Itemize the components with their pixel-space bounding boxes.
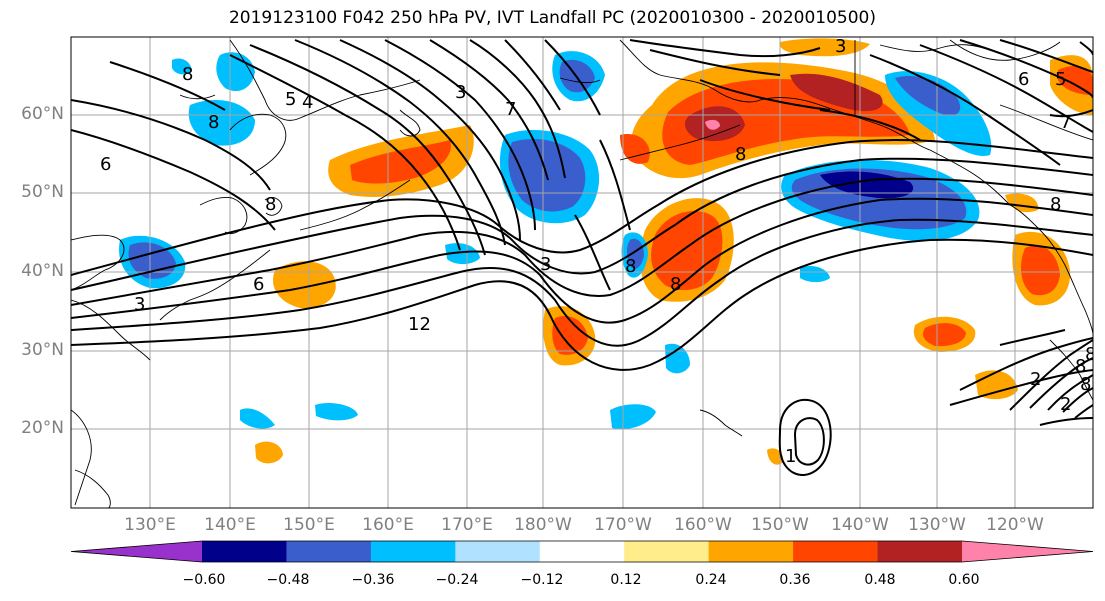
colorbar-extend-min [71, 541, 202, 562]
longitude-label-160w: 160°W [674, 515, 732, 535]
contour-label: 8 [1085, 344, 1096, 365]
colorbar-outline [70, 540, 1094, 563]
colorbar-tick-label: −0.24 [435, 572, 479, 588]
contour-label: 6 [253, 274, 264, 295]
contour-label: 2 [1030, 369, 1041, 390]
longitude-label-180w: 180°W [514, 515, 572, 535]
latitude-label-20: 20°N [21, 418, 64, 438]
contour-label: 5 [1055, 69, 1066, 90]
longitude-label-140w: 140°W [831, 515, 889, 535]
colorbar-swatch [286, 541, 372, 562]
colorbar-tick-label: −0.12 [520, 572, 564, 588]
contour-label: 8 [1080, 374, 1091, 395]
longitude-label-150w: 150°W [751, 515, 809, 535]
contour-lines [71, 39, 1093, 476]
colorbar-tick-label: 0.12 [610, 572, 642, 588]
coastlines [71, 39, 1093, 508]
contour-label: 3 [455, 82, 466, 103]
contour-label: 8 [208, 112, 219, 133]
colorbar-swatch [877, 541, 963, 562]
longitude-label-130e: 130°E [124, 515, 176, 535]
contour-label: 7 [1060, 112, 1071, 133]
contour-label: 8 [182, 64, 193, 85]
graticule [71, 37, 1093, 508]
contour-label: 3 [134, 294, 145, 315]
longitude-label-160e: 160°E [362, 515, 414, 535]
contour-label: 4 [302, 92, 313, 113]
contour-label: 7 [505, 99, 516, 120]
colorbar-swatch [708, 541, 794, 562]
colorbar-swatch [793, 541, 879, 562]
longitude-label-130w: 130°W [908, 515, 966, 535]
contour-label: 3 [540, 254, 551, 275]
plot-title: 2019123100 F042 250 hPa PV, IVT Landfall… [228, 8, 876, 28]
contour-label: 6 [1018, 69, 1029, 90]
contour-label: 8 [1050, 194, 1061, 215]
colorbar-tick-label: −0.60 [182, 572, 226, 588]
contour-label: 8 [735, 144, 746, 165]
longitude-label-120w: 120°W [986, 515, 1044, 535]
colorbar-tick-label: −0.48 [266, 572, 310, 588]
colorbar-extend-max [962, 541, 1093, 562]
longitude-label-150e: 150°E [283, 515, 335, 535]
map-border [70, 36, 1094, 509]
contour-label: 12 [408, 314, 431, 335]
colorbar-swatch [202, 541, 287, 562]
contour-label: 8 [265, 194, 276, 215]
colorbar-tick-label: −0.36 [351, 572, 395, 588]
colorbar-tick-label: 0.36 [779, 572, 811, 588]
colorbar-tick-label: 0.24 [695, 572, 727, 588]
latitude-label-40: 40°N [21, 261, 64, 281]
colorbar-swatch [539, 541, 625, 562]
contour-label-group: 8 8 5 4 3 7 6 6 5 7 8 8 6 8 8 3 12 3 8 3… [100, 36, 1096, 467]
contour-label: 8 [670, 274, 681, 295]
latitude-label-30: 30°N [21, 340, 64, 360]
longitude-label-140e: 140°E [204, 515, 256, 535]
latitude-label-50: 50°N [21, 182, 64, 202]
colorbar-tick-label: 0.60 [948, 572, 980, 588]
colorbar [70, 540, 1094, 563]
latitude-label-60: 60°N [21, 104, 64, 124]
contour-label: 3 [835, 36, 846, 57]
contour-label: 2 [1060, 394, 1071, 415]
longitude-label-170e: 170°E [441, 515, 493, 535]
contour-label: 8 [625, 256, 636, 277]
colorbar-swatch [455, 541, 541, 562]
colorbar-tick-label: 0.48 [864, 572, 896, 588]
longitude-label-170w: 170°W [594, 515, 652, 535]
contour-label: 1 [785, 446, 796, 467]
colorbar-swatch [624, 541, 710, 562]
colorbar-swatch [370, 541, 456, 562]
contour-label: 5 [285, 89, 296, 110]
contour-label: 8 [1075, 356, 1086, 377]
contour-label: 6 [100, 154, 111, 175]
